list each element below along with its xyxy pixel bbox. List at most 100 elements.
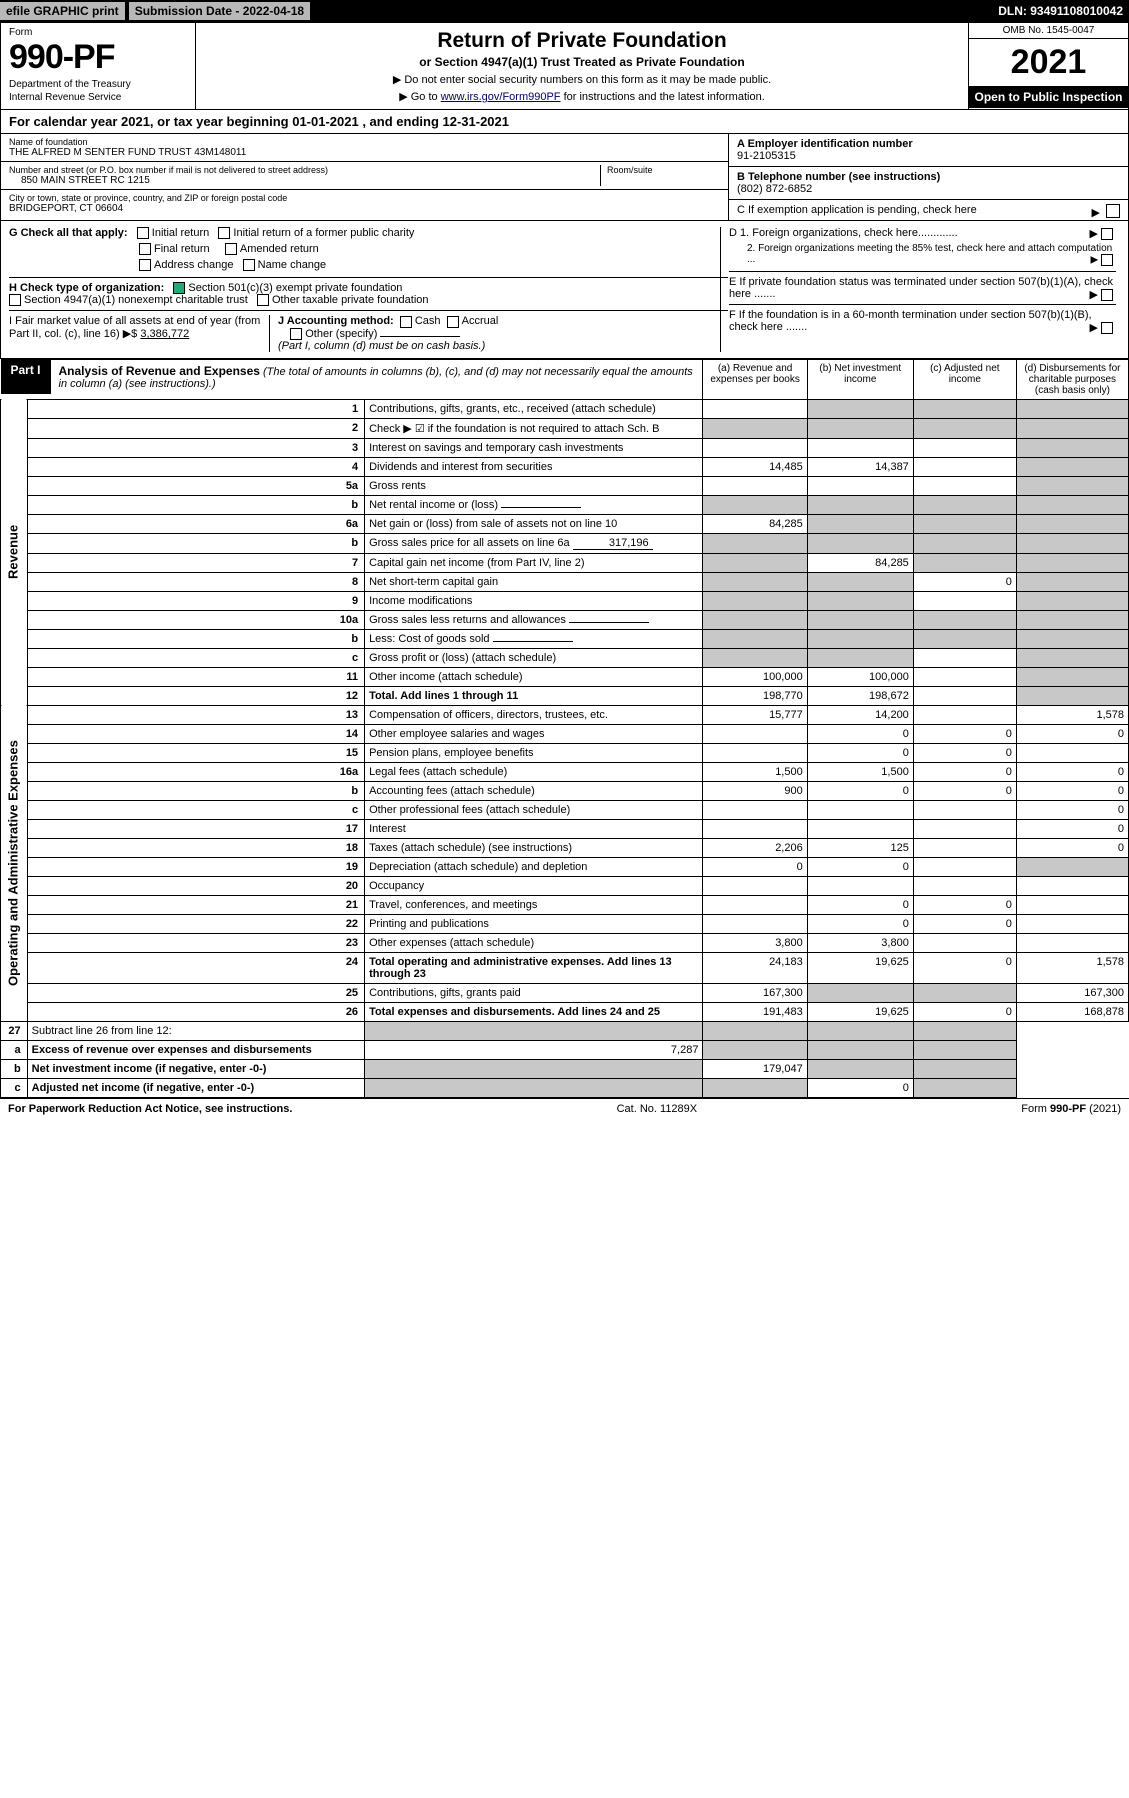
table-row: bLess: Cost of goods sold [1,629,1129,648]
row-desc: Gross sales less returns and allowances [365,610,703,629]
row-desc: Interest [365,819,703,838]
e-checkbox[interactable] [1101,289,1113,301]
g-initial-former-checkbox[interactable] [218,227,230,239]
row-number: 23 [27,933,364,952]
cell-value: 1,500 [807,762,913,781]
g-initial-return-checkbox[interactable] [137,227,149,239]
efile-label: efile GRAPHIC print [0,2,125,20]
inline-value [569,622,649,623]
ein-value: 91-2105315 [737,150,796,162]
g-label: G Check all that apply: [9,227,128,239]
tax-year: 2021 [969,39,1128,86]
j-label: J Accounting method: [278,315,394,327]
row-number: 5a [27,476,364,495]
g-name-change-checkbox[interactable] [243,259,255,271]
row-number: 21 [27,895,364,914]
row-desc: Contributions, gifts, grants paid [365,983,703,1002]
g-row2: Final return Amended return [9,243,728,255]
cell-shaded [913,629,1016,648]
table-row: 26Total expenses and disbursements. Add … [1,1002,1129,1021]
row-desc: Accounting fees (attach schedule) [365,781,703,800]
g-amended-checkbox[interactable] [225,243,237,255]
row-desc: Capital gain net income (from Part IV, l… [365,553,703,572]
table-row: bGross sales price for all assets on lin… [1,533,1129,553]
table-row: 23Other expenses (attach schedule)3,8003… [1,933,1129,952]
j-other-input[interactable] [380,336,460,337]
cell-value [807,800,913,819]
cell-shaded [1016,553,1128,572]
cell-shaded [807,533,913,553]
cell-value: 168,878 [1016,1002,1128,1021]
table-row: 25Contributions, gifts, grants paid 167,3… [1,983,1129,1002]
cell-value: 14,200 [807,705,913,724]
f-checkbox[interactable] [1101,322,1113,334]
j-note: (Part I, column (d) must be on cash basi… [278,340,485,352]
cell-value: 3,800 [807,933,913,952]
row-desc: Occupancy [365,876,703,895]
g-opt-5: Name change [258,259,327,271]
cell-shaded [1016,457,1128,476]
cell-shaded [913,1059,1016,1078]
room-label: Room/suite [607,165,720,175]
row-number: 13 [27,705,364,724]
cell-value: 0 [1016,819,1128,838]
instructions-link[interactable]: www.irs.gov/Form990PF [441,91,561,103]
row-number: 26 [27,1002,364,1021]
j-other-checkbox[interactable] [290,328,302,340]
cell-shaded [365,1078,703,1097]
j-accrual: Accrual [462,315,499,327]
instr2-post: for instructions and the latest informat… [561,91,765,103]
cell-shaded [807,648,913,667]
cell-value: 19,625 [807,952,913,983]
cell-value: 7,287 [365,1040,703,1059]
h-label: H Check type of organization: [9,282,164,294]
cell-value: 14,387 [807,457,913,476]
e-label: E If private foundation status was termi… [729,276,1113,300]
cell-shaded [807,610,913,629]
cell-value: 167,300 [1016,983,1128,1002]
part1-table: Part I Analysis of Revenue and Expenses … [0,359,1129,1098]
cell-value [913,457,1016,476]
table-row: cAdjusted net income (if negative, enter… [1,1078,1129,1097]
col-b-header: (b) Net investment income [807,359,913,399]
cell-value: 0 [1016,781,1128,800]
ein-box: A Employer identification number 91-2105… [729,134,1128,167]
d1-checkbox[interactable] [1101,228,1113,240]
cell-shaded [913,399,1016,418]
cell-value: 100,000 [807,667,913,686]
exemption-checkbox[interactable] [1106,204,1120,218]
g-address-change-checkbox[interactable] [139,259,151,271]
cell-value: 0 [1016,762,1128,781]
cell-value: 0 [913,572,1016,591]
cell-value: 0 [807,781,913,800]
table-row: 17Interest0 [1,819,1129,838]
footer-year: 2021 [1093,1103,1117,1115]
cell-value [703,819,807,838]
j-accrual-checkbox[interactable] [447,316,459,328]
part1-header-row: Part I Analysis of Revenue and Expenses … [1,359,1129,399]
cell-value: 0 [1016,838,1128,857]
g-row3: Address change Name change [9,259,728,271]
table-row: 20Occupancy [1,876,1129,895]
table-row: bNet investment income (if negative, ent… [1,1059,1129,1078]
g-row: G Check all that apply: Initial return I… [9,227,728,239]
cell-value [913,933,1016,952]
cell-value: 0 [807,857,913,876]
h-other-taxable-checkbox[interactable] [257,294,269,306]
g-final-return-checkbox[interactable] [139,243,151,255]
h-501c3-checkbox[interactable] [173,282,185,294]
f-label: F If the foundation is in a 60-month ter… [729,309,1092,333]
row-desc: Contributions, gifts, grants, etc., rece… [365,399,703,418]
h-row: H Check type of organization: Section 50… [9,277,728,294]
cell-value [807,819,913,838]
row-number: b [27,495,364,514]
d2-checkbox[interactable] [1101,254,1113,266]
h-4947-checkbox[interactable] [9,294,21,306]
cell-value: 900 [703,781,807,800]
cell-shaded [703,1078,807,1097]
j-cash-checkbox[interactable] [400,316,412,328]
e-row: E If private foundation status was termi… [729,272,1116,305]
row-number: 25 [27,983,364,1002]
row-number: 9 [27,591,364,610]
exemption-label: C If exemption application is pending, c… [737,204,977,216]
